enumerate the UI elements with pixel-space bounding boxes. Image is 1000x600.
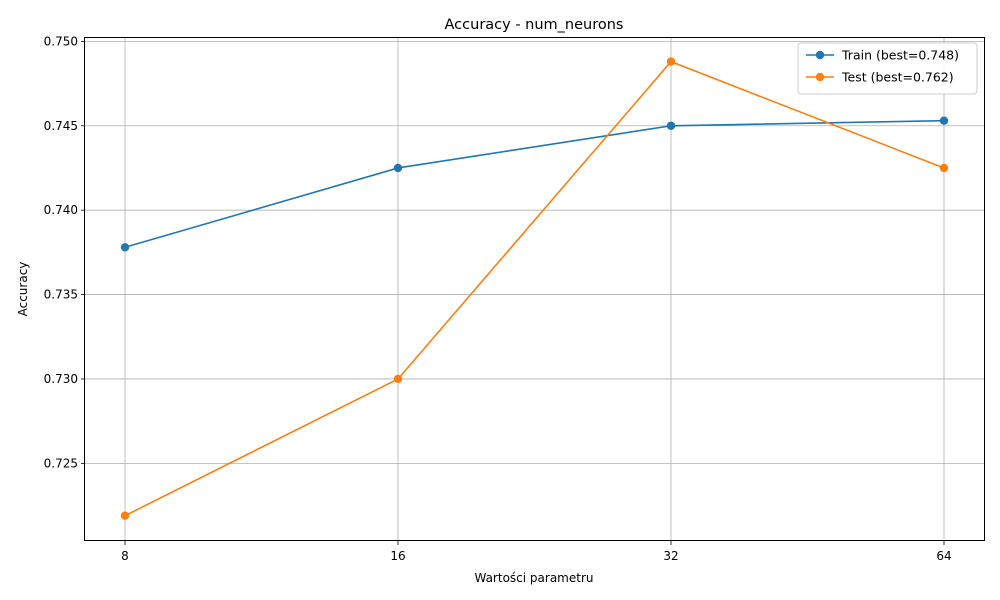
data-point xyxy=(120,511,130,520)
y-tick-label: 0.735 xyxy=(44,288,78,302)
plot-frame xyxy=(84,37,985,541)
y-tick-label: 0.750 xyxy=(44,34,78,48)
x-tick-label: 64 xyxy=(936,549,951,563)
data-point xyxy=(393,163,403,173)
data-point xyxy=(666,57,676,66)
data-point xyxy=(939,116,949,125)
data-point xyxy=(666,121,676,130)
data-point xyxy=(120,243,130,252)
y-tick-label: 0.730 xyxy=(44,372,78,386)
x-axis: 8 16 32 64 xyxy=(121,541,952,563)
x-tick-label: 32 xyxy=(663,549,678,563)
y-tick-label: 0.725 xyxy=(44,456,78,470)
series-0 xyxy=(120,116,949,252)
data-point xyxy=(393,374,403,384)
series-1 xyxy=(120,57,949,520)
y-axis: 0.725 0.730 0.735 0.740 0.745 0.750 xyxy=(44,34,85,470)
y-axis-label: Accuracy xyxy=(16,262,30,317)
legend-marker xyxy=(815,50,825,60)
series-line xyxy=(124,119,945,249)
x-axis-label: Wartości parametru xyxy=(474,571,593,585)
legend-item: Train (best=0.748) xyxy=(806,48,959,63)
legend-item: Test (best=0.762) xyxy=(806,70,954,85)
grid xyxy=(85,38,985,541)
legend-marker xyxy=(815,72,825,82)
legend-label: Train (best=0.748) xyxy=(841,48,959,63)
legend-label: Test (best=0.762) xyxy=(841,70,954,85)
series-line xyxy=(124,60,945,517)
series-layer xyxy=(120,57,949,520)
x-tick-label: 16 xyxy=(390,549,405,563)
x-tick-label: 8 xyxy=(121,549,129,563)
chart-title: Accuracy - num_neurons xyxy=(445,17,624,33)
y-tick-label: 0.745 xyxy=(44,119,78,133)
data-point xyxy=(939,163,949,173)
legend: Train (best=0.748) Test (best=0.762) xyxy=(797,42,978,95)
y-tick-label: 0.740 xyxy=(44,203,78,217)
legend-box xyxy=(797,42,978,95)
